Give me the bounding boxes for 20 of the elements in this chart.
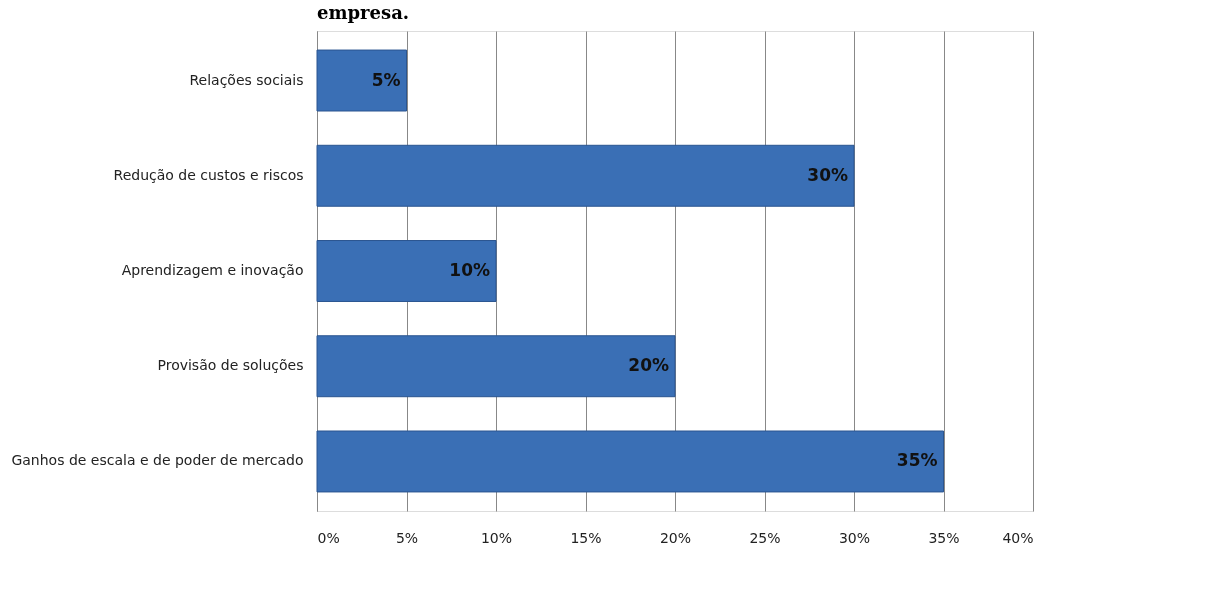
y-tick-label: Relações sociais bbox=[189, 71, 304, 88]
chart-title: empresa. bbox=[317, 2, 410, 23]
y-tick-label: Aprendizagem e inovação bbox=[121, 262, 304, 278]
data-label: 5% bbox=[371, 69, 401, 90]
x-tick-label: 20% bbox=[659, 529, 692, 546]
y-tick-label: Provisão de soluções bbox=[157, 357, 304, 374]
x-tick-label: 15% bbox=[570, 529, 602, 546]
x-tick-label: 10% bbox=[480, 529, 513, 546]
data-label: 30% bbox=[807, 164, 848, 185]
x-tick-label: 40% bbox=[1002, 529, 1034, 546]
x-tick-label: 25% bbox=[749, 529, 781, 546]
y-tick-label: Ganhos de escala e de poder de mercado bbox=[11, 452, 304, 469]
y-tick-label: Redução de custos e riscos bbox=[113, 166, 304, 183]
x-tick-label: 0% bbox=[317, 529, 340, 546]
data-label: 20% bbox=[628, 355, 669, 376]
data-label: 10% bbox=[449, 260, 490, 280]
x-tick-label: 30% bbox=[838, 529, 871, 546]
x-tick-label: 5% bbox=[395, 529, 419, 546]
data-label: 35% bbox=[896, 450, 938, 471]
x-tick-label: 35% bbox=[928, 529, 960, 546]
